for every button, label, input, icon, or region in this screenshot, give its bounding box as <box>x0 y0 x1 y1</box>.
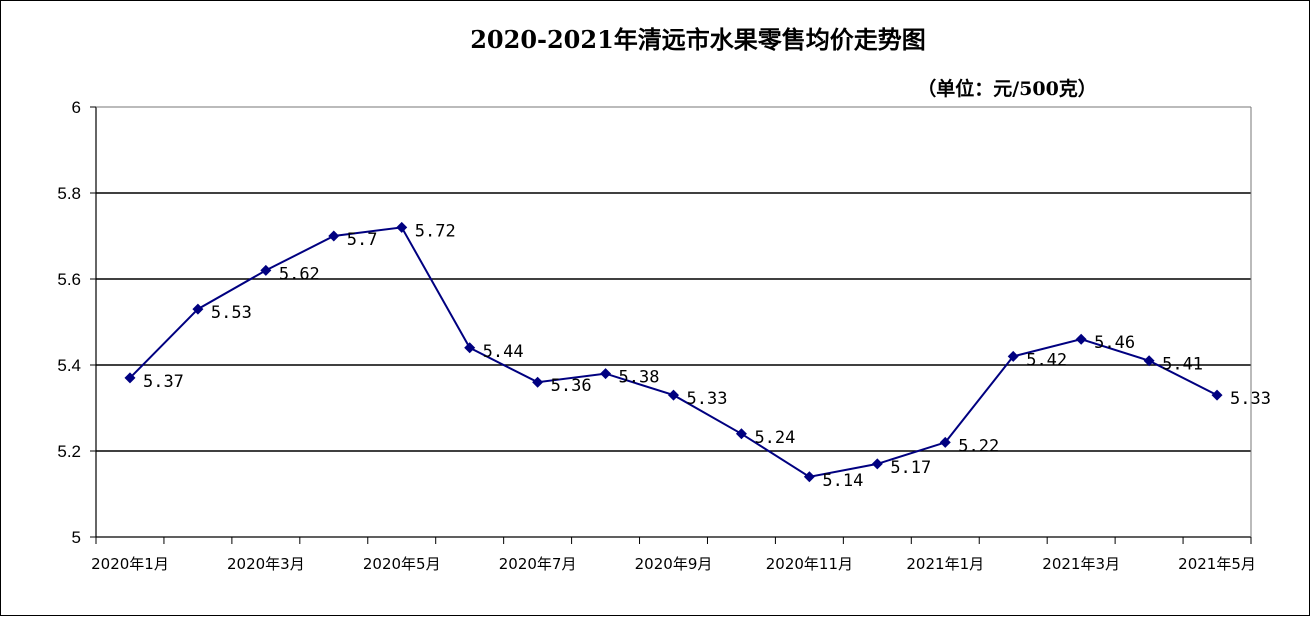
data-label: 5.46 <box>1094 333 1135 353</box>
y-tick-label: 5.6 <box>57 270 81 289</box>
x-tick-label: 2020年5月 <box>363 555 441 573</box>
data-label: 5.7 <box>347 230 378 250</box>
x-tick-label: 2020年9月 <box>635 555 713 573</box>
data-point <box>532 376 544 388</box>
y-tick-labels: 5 5.2 5.4 5.6 5.8 6 <box>57 98 81 547</box>
data-label: 5.33 <box>1230 389 1271 409</box>
data-label: 5.53 <box>211 303 252 323</box>
data-label: 5.72 <box>415 221 456 241</box>
data-label: 5.62 <box>279 264 320 284</box>
axes <box>90 106 1252 544</box>
x-tick-label: 2021年5月 <box>1178 555 1256 573</box>
x-tick-labels: 2020年1月 2020年3月 2020年5月 2020年7月 2020年9月 2020年… <box>91 555 1256 573</box>
data-point <box>871 458 883 470</box>
x-tick-label: 2021年3月 <box>1042 555 1120 573</box>
chart-unit-subtitle: （单位：元/500克） <box>917 77 1097 100</box>
x-tick-label: 2020年3月 <box>227 555 305 573</box>
data-point <box>124 372 136 384</box>
data-point <box>1143 355 1155 367</box>
y-tick-label: 5.8 <box>57 184 81 203</box>
data-point <box>939 436 951 448</box>
data-labels: 5.37 5.53 5.62 5.7 5.72 5.44 5.36 5.38 5.33 5.24 5… <box>143 221 1271 490</box>
data-point <box>1211 389 1223 401</box>
data-point <box>1075 333 1087 345</box>
data-label: 5.17 <box>890 458 931 478</box>
x-tick-label: 2020年11月 <box>766 555 853 573</box>
chart-title: 2020-2021年清远市水果零售均价走势图 <box>470 25 926 54</box>
data-label: 5.14 <box>822 471 863 491</box>
x-tick-label: 2020年7月 <box>499 555 577 573</box>
data-point <box>464 342 476 354</box>
data-point <box>1007 350 1019 362</box>
data-point <box>260 264 272 276</box>
data-point <box>600 368 612 380</box>
y-tick-label: 5.4 <box>57 356 81 375</box>
data-point <box>803 471 815 483</box>
data-point <box>328 230 340 242</box>
y-tick-label: 6 <box>72 98 81 117</box>
data-label: 5.24 <box>754 428 795 448</box>
data-point <box>192 303 204 315</box>
data-label: 5.22 <box>958 436 999 456</box>
data-label: 5.42 <box>1026 350 1067 370</box>
data-point <box>668 389 679 401</box>
data-label: 5.38 <box>619 368 660 388</box>
data-label: 5.44 <box>483 342 524 362</box>
data-points <box>124 221 1223 483</box>
x-tick-label: 2021年1月 <box>906 555 984 573</box>
data-label: 5.37 <box>143 372 184 392</box>
gridlines <box>96 192 1251 452</box>
data-label: 5.33 <box>687 389 728 409</box>
x-tick-label: 2020年1月 <box>91 555 169 573</box>
data-label: 5.41 <box>1162 355 1203 375</box>
data-point <box>735 428 747 440</box>
data-label: 5.36 <box>551 376 592 396</box>
y-tick-label: 5 <box>72 528 81 547</box>
y-tick-label: 5.2 <box>57 442 81 461</box>
data-point <box>396 221 408 233</box>
